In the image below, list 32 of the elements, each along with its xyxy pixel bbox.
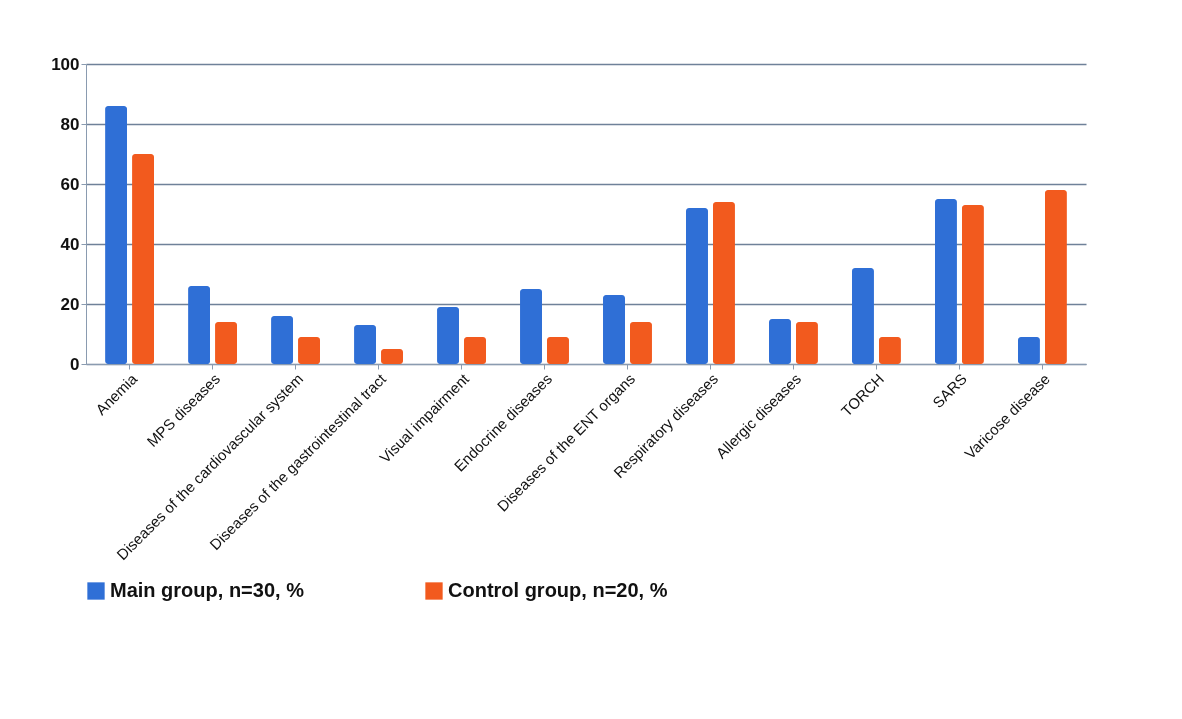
bar [188,286,211,364]
bar [878,337,901,364]
bar [215,322,238,364]
legend-label: Main group, n=30, % [110,579,305,601]
bar [437,307,460,364]
bar [686,208,708,364]
bar [132,154,155,364]
bar [768,319,791,364]
bar [271,316,294,364]
bar [1017,337,1040,364]
y-tick-label: 40 [60,234,80,254]
bar [520,289,543,364]
y-tick-label: 0 [70,354,80,374]
bar [629,322,652,364]
y-tick-label: 80 [60,114,80,134]
legend-label: Control group, n=20, % [448,579,668,601]
bar [298,337,321,364]
y-tick-label: 100 [51,54,80,74]
bar [354,325,377,364]
bar [934,199,957,364]
bar [464,337,486,364]
bar [712,202,735,364]
bar [795,322,818,364]
bar [961,205,984,364]
bar [381,349,404,364]
y-tick-label: 60 [60,174,80,194]
bar [546,337,569,364]
bar [851,268,874,364]
bar [603,295,626,364]
y-tick-label: 20 [60,294,80,314]
bar [1044,190,1067,364]
bar [105,106,128,364]
